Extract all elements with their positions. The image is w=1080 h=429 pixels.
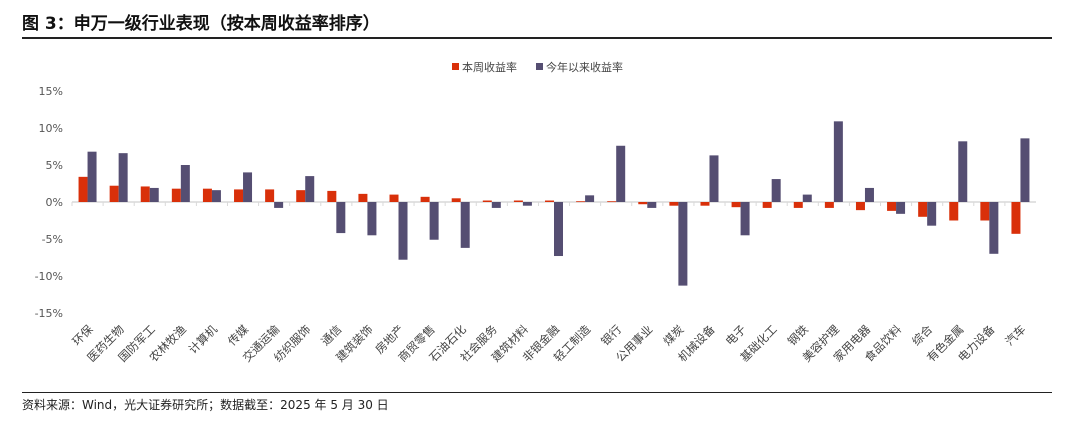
y-tick-label: 0% bbox=[46, 196, 63, 209]
bar-ytd bbox=[274, 202, 284, 208]
legend-label: 今年以来收益率 bbox=[546, 60, 623, 74]
bar-ytd bbox=[367, 202, 377, 236]
bar-ytd bbox=[491, 202, 501, 208]
legend-label: 本周收益率 bbox=[462, 60, 517, 74]
bar-week bbox=[78, 176, 88, 202]
bar-ytd bbox=[740, 202, 750, 236]
category-label: 通信 bbox=[318, 322, 344, 348]
bar-week bbox=[140, 186, 150, 202]
y-tick-label: 10% bbox=[39, 122, 63, 135]
bar-ytd bbox=[554, 202, 563, 257]
bar-ytd bbox=[460, 202, 470, 248]
bar-ytd bbox=[616, 145, 626, 202]
bar-ytd bbox=[429, 202, 439, 240]
y-tick-label: -5% bbox=[42, 233, 63, 246]
bar-ytd bbox=[585, 195, 595, 202]
category-label: 计算机 bbox=[186, 322, 221, 357]
bar-ytd bbox=[709, 155, 719, 202]
legend-swatch bbox=[452, 63, 459, 70]
bar-ytd bbox=[398, 202, 408, 260]
bar-week bbox=[607, 201, 617, 203]
category-label: 传媒 bbox=[225, 322, 252, 349]
bar-week bbox=[358, 193, 368, 202]
bar-ytd bbox=[336, 202, 346, 234]
bar-ytd bbox=[211, 190, 221, 202]
bar-ytd bbox=[522, 202, 532, 206]
bar-ytd bbox=[305, 176, 315, 202]
bar-week bbox=[980, 202, 990, 221]
bar-ytd bbox=[647, 202, 657, 208]
bar-week bbox=[824, 202, 834, 208]
bar-ytd bbox=[896, 202, 906, 214]
bar-week bbox=[451, 198, 461, 202]
bar-week bbox=[576, 201, 586, 203]
bar-week bbox=[327, 190, 337, 202]
top-divider bbox=[22, 37, 1052, 39]
bar-week bbox=[265, 189, 275, 202]
bar-ytd bbox=[989, 202, 999, 254]
category-label: 煤炭 bbox=[660, 322, 686, 348]
bar-week bbox=[949, 202, 959, 221]
bar-week bbox=[202, 188, 212, 202]
bar-week bbox=[171, 188, 181, 202]
bar-week bbox=[855, 202, 865, 211]
bar-week bbox=[482, 200, 492, 202]
y-tick-label: -15% bbox=[35, 307, 63, 320]
bar-ytd bbox=[678, 202, 688, 286]
source-note: 资料来源：Wind，光大证券研究所；数据截至：2025 年 5 月 30 日 bbox=[22, 398, 389, 412]
bar-week bbox=[762, 202, 772, 208]
bar-ytd bbox=[771, 179, 781, 202]
bar-week bbox=[700, 202, 710, 206]
bar-week bbox=[1011, 202, 1021, 234]
category-label: 环保 bbox=[70, 322, 97, 349]
bar-week bbox=[296, 190, 306, 202]
bar-week bbox=[513, 200, 523, 202]
legend-swatch bbox=[536, 63, 543, 70]
category-label: 综合 bbox=[909, 322, 936, 349]
bar-week bbox=[389, 194, 399, 202]
y-tick-label: 5% bbox=[46, 159, 63, 172]
category-label: 电子 bbox=[723, 322, 749, 348]
figure-title: 图 3：申万一级行业表现（按本周收益率排序） bbox=[22, 14, 380, 34]
bar-ytd bbox=[118, 153, 128, 202]
bar-ytd bbox=[180, 165, 190, 202]
bar-week bbox=[793, 202, 803, 208]
bar-week bbox=[918, 202, 928, 217]
bar-ytd bbox=[802, 194, 812, 202]
bar-ytd bbox=[927, 202, 937, 226]
y-tick-label: 15% bbox=[39, 85, 63, 98]
bar-week bbox=[234, 189, 244, 202]
bar-week bbox=[731, 202, 741, 208]
bar-week bbox=[669, 202, 679, 206]
bar-week bbox=[887, 202, 897, 211]
bar-week bbox=[109, 185, 119, 202]
bar-week bbox=[420, 196, 430, 202]
y-tick-label: -10% bbox=[35, 270, 63, 283]
bar-week bbox=[545, 200, 554, 202]
bar-ytd bbox=[833, 121, 843, 202]
bar-ytd bbox=[87, 151, 97, 202]
category-label: 银行 bbox=[598, 322, 624, 348]
bar-week bbox=[638, 202, 648, 205]
bar-ytd bbox=[243, 172, 253, 202]
bar-ytd bbox=[958, 141, 968, 202]
category-label: 钢铁 bbox=[785, 322, 812, 349]
bar-ytd bbox=[864, 187, 874, 202]
bar-ytd bbox=[149, 187, 159, 202]
category-label: 汽车 bbox=[1002, 322, 1028, 348]
bar-ytd bbox=[1020, 138, 1030, 202]
bottom-divider bbox=[22, 392, 1052, 393]
